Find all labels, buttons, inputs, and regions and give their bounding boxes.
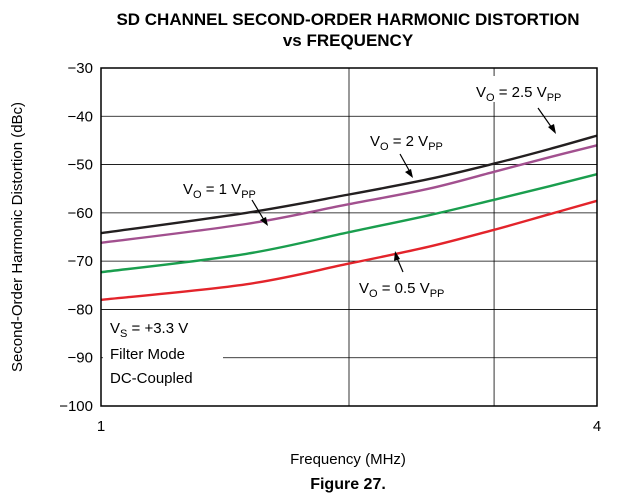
arrow-v05 xyxy=(394,251,404,273)
series-line-3 xyxy=(100,134,598,235)
x-tick-label: 1 xyxy=(97,418,105,435)
annotation-bg-v2 xyxy=(363,125,463,151)
y-tick-label: −40 xyxy=(68,108,93,125)
y-tick-label: −30 xyxy=(68,60,93,77)
y-axis-label: Second-Order Harmonic Distortion (dBc) xyxy=(9,102,26,372)
condition-filter-mode: Filter Mode xyxy=(110,346,185,363)
chart-title-line2: vs FREQUENCY xyxy=(283,31,414,50)
x-axis-label: Frequency (MHz) xyxy=(290,451,406,468)
chart-title-line1: SD CHANNEL SECOND-ORDER HARMONIC DISTORT… xyxy=(116,10,579,29)
annotation-vo-2vpp: VO = 2 VPP xyxy=(370,133,443,153)
y-tick-label: −100 xyxy=(59,398,93,415)
condition-vs: VS = +3.3 V xyxy=(110,320,188,340)
y-tick-label: −60 xyxy=(68,205,93,222)
annotation-vo-0.5vpp: VO = 0.5 VPP xyxy=(359,280,444,300)
plot-frame xyxy=(100,67,598,407)
data-series xyxy=(100,134,598,301)
series-line-2 xyxy=(100,144,598,244)
y-tick-labels: −30 −40 −50 −60 −70 −80 −90 −100 xyxy=(59,60,93,415)
arrow-v1 xyxy=(251,199,268,226)
series-line-0 xyxy=(100,199,598,301)
arrow-v25 xyxy=(537,107,556,134)
y-tick-label: −90 xyxy=(68,350,93,367)
annotation-bg-v1 xyxy=(176,173,274,199)
figure-caption: Figure 27. xyxy=(310,476,386,493)
annotation-vo-2.5vpp: VO = 2.5 VPP xyxy=(476,84,561,104)
conditions-bg xyxy=(103,313,223,393)
annotation-bg-v25 xyxy=(468,76,586,102)
y-tick-label: −70 xyxy=(68,253,93,270)
annotation-bg-v05 xyxy=(352,272,476,298)
series-line-1 xyxy=(100,173,598,274)
condition-dc-coupled: DC-Coupled xyxy=(110,370,193,387)
x-tick-label: 4 xyxy=(593,418,601,435)
y-tick-label: −50 xyxy=(68,157,93,174)
y-tick-label: −80 xyxy=(68,301,93,318)
annotation-vo-1vpp: VO = 1 VPP xyxy=(183,181,256,201)
arrow-v2 xyxy=(399,153,413,178)
